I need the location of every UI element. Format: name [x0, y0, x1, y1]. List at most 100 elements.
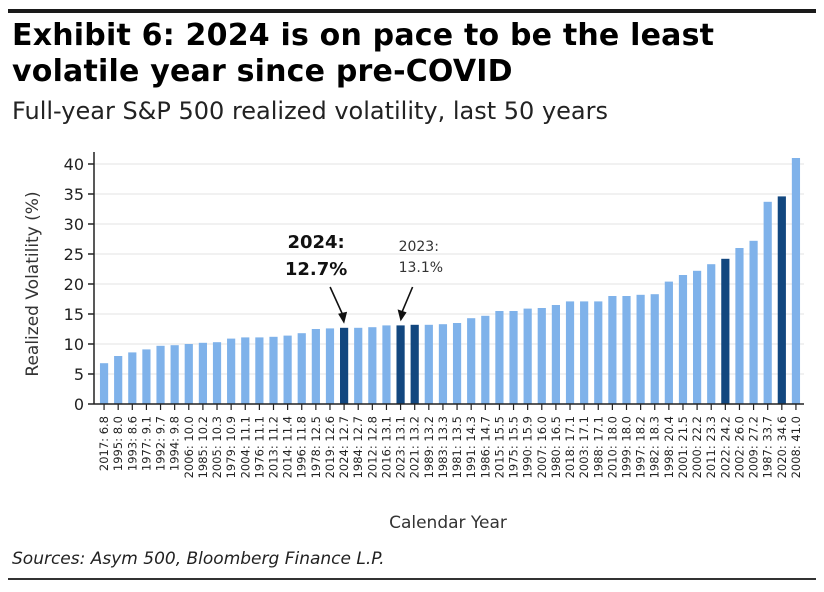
bar-1980 — [551, 305, 560, 404]
x-axis: 2017: 6.8 1995: 8.0 1993: 8.6 1977: 9.1 1992… — [94, 403, 804, 478]
x-tick-label: 1983: 13.3 — [436, 416, 450, 478]
bar-2011 — [707, 264, 716, 404]
y-tick-label: 5 — [74, 365, 84, 384]
bar-2007 — [537, 308, 546, 404]
y-tick-label: 10 — [64, 335, 84, 354]
x-tick-label: 2018: 17.1 — [563, 416, 577, 478]
x-tick-label: 2024: 12.7 — [337, 416, 351, 478]
x-tick-label: 1976: 11.1 — [252, 416, 266, 478]
bar-1989 — [424, 324, 433, 404]
x-tick-label: 1996: 11.8 — [295, 416, 309, 478]
bar-2018 — [565, 301, 575, 404]
bar-2001 — [678, 275, 688, 404]
arrow-head — [338, 311, 348, 324]
x-tick-label: 2003: 17.1 — [577, 416, 591, 478]
x-tick-label: 2016: 13.1 — [379, 416, 393, 478]
x-tick-label: 2009: 27.2 — [747, 416, 761, 478]
x-tick-label: 1981: 13.5 — [450, 416, 464, 478]
x-tick-label: 2017: 6.8 — [97, 416, 111, 471]
y-tick-label: 30 — [64, 215, 84, 234]
x-tick-label: 2010: 18.0 — [605, 416, 619, 478]
x-tick-label: 2006: 10.0 — [182, 416, 196, 478]
bar-2024 — [340, 327, 349, 404]
x-tick-label: 1997: 18.2 — [634, 416, 648, 478]
y-tick-label: 25 — [64, 245, 84, 264]
x-axis-title: Calendar Year — [389, 513, 507, 533]
bar-1995 — [114, 356, 123, 404]
bar-1997 — [636, 294, 645, 404]
x-tick-label: 1989: 13.2 — [422, 416, 436, 478]
x-tick-label: 2022: 24.2 — [718, 416, 732, 478]
x-tick-label: 1984: 12.7 — [351, 416, 365, 478]
bottom-rule — [8, 578, 816, 580]
bar-2009 — [749, 240, 758, 404]
bar-1987 — [763, 201, 772, 404]
bars — [99, 158, 801, 404]
x-tick-label: 2013: 11.2 — [267, 416, 281, 478]
x-tick-label: 1987: 33.7 — [761, 416, 775, 478]
bar-1998 — [664, 281, 673, 404]
bar-1981 — [452, 323, 462, 404]
bar-2023 — [396, 325, 405, 404]
bar-2022 — [721, 258, 730, 404]
x-tick-label: 1980: 16.5 — [549, 416, 563, 478]
y-tick-label: 15 — [64, 305, 84, 324]
bar-2003 — [580, 301, 589, 404]
x-tick-label: 1979: 10.9 — [224, 416, 238, 478]
y-tick-label: 35 — [64, 185, 84, 204]
x-tick-label: 2023: 13.1 — [394, 416, 408, 478]
x-tick-label: 2004: 11.1 — [238, 416, 252, 478]
bar-1975 — [509, 311, 518, 404]
bar-2014 — [283, 335, 292, 404]
annotation-2023-label: 2023: — [399, 239, 439, 255]
y-tick-label: 20 — [64, 275, 84, 294]
x-tick-label: 2014: 11.4 — [281, 416, 295, 478]
bar-1988 — [594, 301, 603, 404]
bar-2016 — [382, 325, 391, 404]
top-rule — [8, 9, 816, 13]
x-tick-label: 1995: 8.0 — [111, 416, 125, 471]
bar-2004 — [241, 337, 250, 404]
bar-2000 — [693, 270, 702, 404]
x-tick-label: 2021: 13.2 — [408, 416, 422, 478]
y-axis: 0 5 10 15 20 25 30 35 40 — [64, 152, 95, 414]
x-tick-label: 2011: 23.3 — [704, 416, 718, 478]
bar-1990 — [523, 308, 532, 404]
annotation-2023-value: 13.1% — [399, 260, 443, 276]
annotation-arrow — [399, 286, 414, 316]
x-tick-label: 2015: 15.5 — [492, 416, 506, 478]
x-tick-label: 1975: 15.5 — [507, 416, 521, 478]
bar-2012 — [368, 327, 377, 404]
bar-1991 — [467, 318, 476, 404]
bar-1999 — [622, 296, 631, 404]
bar-1982 — [650, 294, 659, 404]
x-tick-label: 2000: 22.2 — [690, 416, 704, 478]
annotation-2024-label: 2024: — [287, 232, 344, 253]
bar-1984 — [354, 327, 363, 404]
chart-title: Exhibit 6: 2024 is on pace to be the lea… — [12, 18, 715, 89]
annotation-2024-value: 12.7% — [285, 259, 347, 280]
x-tick-label: 1977: 9.1 — [139, 416, 153, 471]
bar-2013 — [269, 336, 278, 404]
bar-1976 — [255, 337, 264, 404]
y-axis-title: Realized Volatility (%) — [23, 191, 43, 376]
bar-2015 — [495, 311, 504, 404]
x-tick-label: 1986: 14.7 — [478, 416, 492, 478]
bar-1994 — [170, 345, 179, 404]
bar-2002 — [735, 248, 744, 404]
bar-1996 — [297, 333, 306, 404]
bar-2021 — [410, 324, 419, 404]
chart-subtitle: Full-year S&P 500 realized volatility, l… — [12, 97, 608, 125]
x-tick-label: 1988: 17.1 — [591, 416, 605, 478]
bar-2008 — [791, 158, 801, 404]
bar-1978 — [311, 329, 320, 404]
x-tick-label: 2012: 12.8 — [365, 416, 379, 478]
bar-2005 — [212, 342, 222, 404]
bar-2019 — [325, 328, 335, 404]
arrow-head — [397, 309, 407, 322]
x-tick-label: 2020: 34.6 — [775, 416, 789, 478]
x-tick-label: 1994: 9.8 — [168, 416, 182, 471]
bar-2006 — [184, 344, 193, 404]
annotation-arrow — [329, 286, 345, 319]
